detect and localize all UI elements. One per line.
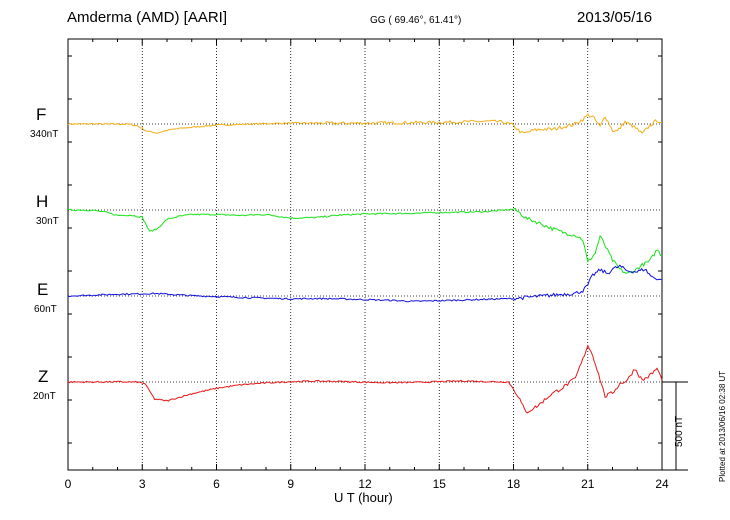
series-h-line (67, 207, 663, 274)
plotted-timestamp: Plotted at 2013/06/16 02:38 UT (718, 370, 727, 482)
channel-e-label: E (37, 280, 49, 299)
x-tick-label: 12 (358, 477, 372, 491)
station-title: Amderma (AMD) [AARI] (67, 9, 228, 26)
series-z-line (67, 344, 663, 414)
x-tick-label: 0 (65, 477, 72, 491)
channel-f-scale: 340nT (30, 129, 59, 140)
x-tick-label: 9 (287, 477, 294, 491)
x-tick-label: 24 (655, 477, 669, 491)
x-tick-label: 15 (433, 477, 447, 491)
geographic-coords: GG ( 69.46°, 61.41°) (370, 15, 462, 26)
x-tick-label: 21 (581, 477, 595, 491)
x-tick-label: 6 (213, 477, 220, 491)
x-tick-label: 18 (507, 477, 521, 491)
x-tick-label: 3 (139, 477, 146, 491)
channel-z-label: Z (38, 367, 49, 386)
channel-h-label: H (36, 192, 49, 211)
channel-e-scale: 60nT (34, 304, 57, 315)
date-label: 2013/05/16 (577, 9, 653, 26)
series-e-line (67, 264, 663, 303)
scale-bar-label: 500 nT (674, 415, 685, 447)
series-f-line (67, 113, 663, 134)
x-axis-label: U T (hour) (334, 490, 393, 505)
channel-f-label: F (36, 105, 47, 124)
channel-z-scale: 20nT (33, 391, 56, 402)
channel-h-scale: 30nT (36, 216, 59, 227)
